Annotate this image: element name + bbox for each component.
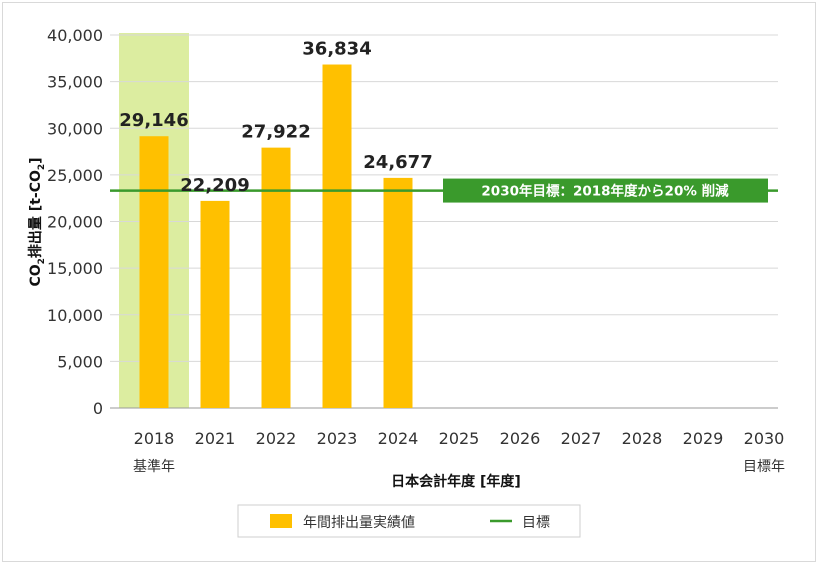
legend-target-label: 目標 <box>522 515 550 531</box>
y-axis-title-part: CO <box>28 264 44 286</box>
x-axis-title: 日本会計年度 [年度] <box>391 473 521 490</box>
x-tick-sublabel: 基準年 <box>133 458 175 475</box>
y-tick-label: 25,000 <box>47 166 103 185</box>
x-tick-label: 2024 <box>378 429 419 448</box>
x-tick-label: 2018 <box>134 429 175 448</box>
x-tick-sublabel: 目標年 <box>743 459 785 475</box>
target-label: 2030年目標：2018年度から20% 削減 <box>481 183 729 200</box>
data-label-2023: 36,834 <box>302 39 371 60</box>
data-label-2021: 22,209 <box>180 175 249 196</box>
y-tick-label: 5,000 <box>57 352 103 371</box>
x-tick-label: 2027 <box>561 429 602 448</box>
bar-2018 <box>139 136 169 408</box>
data-label-2018: 29,146 <box>119 110 188 131</box>
target-label-box <box>443 178 768 203</box>
x-tick-label: 2023 <box>317 429 358 448</box>
y-axis-title-subscript: 2 <box>37 164 47 170</box>
y-tick-label: 40,000 <box>47 26 103 45</box>
y-axis-title-part: 排出量 [t-CO <box>27 170 44 258</box>
y-tick-label: 30,000 <box>47 119 103 138</box>
y-tick-label: 35,000 <box>47 73 103 92</box>
x-tick-label: 2025 <box>439 429 480 448</box>
x-tick-label: 2030 <box>744 429 785 448</box>
data-label-2022: 27,922 <box>241 122 310 143</box>
data-label-2024: 24,677 <box>363 152 432 173</box>
x-tick-label: 2022 <box>256 429 297 448</box>
y-tick-label: 10,000 <box>47 306 103 325</box>
x-tick-label: 2029 <box>683 429 724 448</box>
y-tick-label: 20,000 <box>47 213 103 232</box>
x-tick-label: 2021 <box>195 429 236 448</box>
y-axis-title: CO2排出量 [t-CO2] <box>27 157 47 286</box>
bar-2023 <box>322 64 352 408</box>
bar-2022 <box>261 147 291 408</box>
legend-series-label: 年間排出量実績値 <box>303 515 415 531</box>
x-tick-label: 2028 <box>622 429 663 448</box>
y-tick-label: 0 <box>93 399 103 418</box>
y-axis-title-part: ] <box>28 157 44 163</box>
y-tick-label: 15,000 <box>47 259 103 278</box>
legend-bar-swatch <box>270 514 292 528</box>
x-tick-label: 2026 <box>500 429 541 448</box>
y-axis-title-subscript: 2 <box>37 258 47 264</box>
bar-2024 <box>383 177 413 408</box>
bar-2021 <box>200 200 230 408</box>
legend-box <box>237 504 581 538</box>
